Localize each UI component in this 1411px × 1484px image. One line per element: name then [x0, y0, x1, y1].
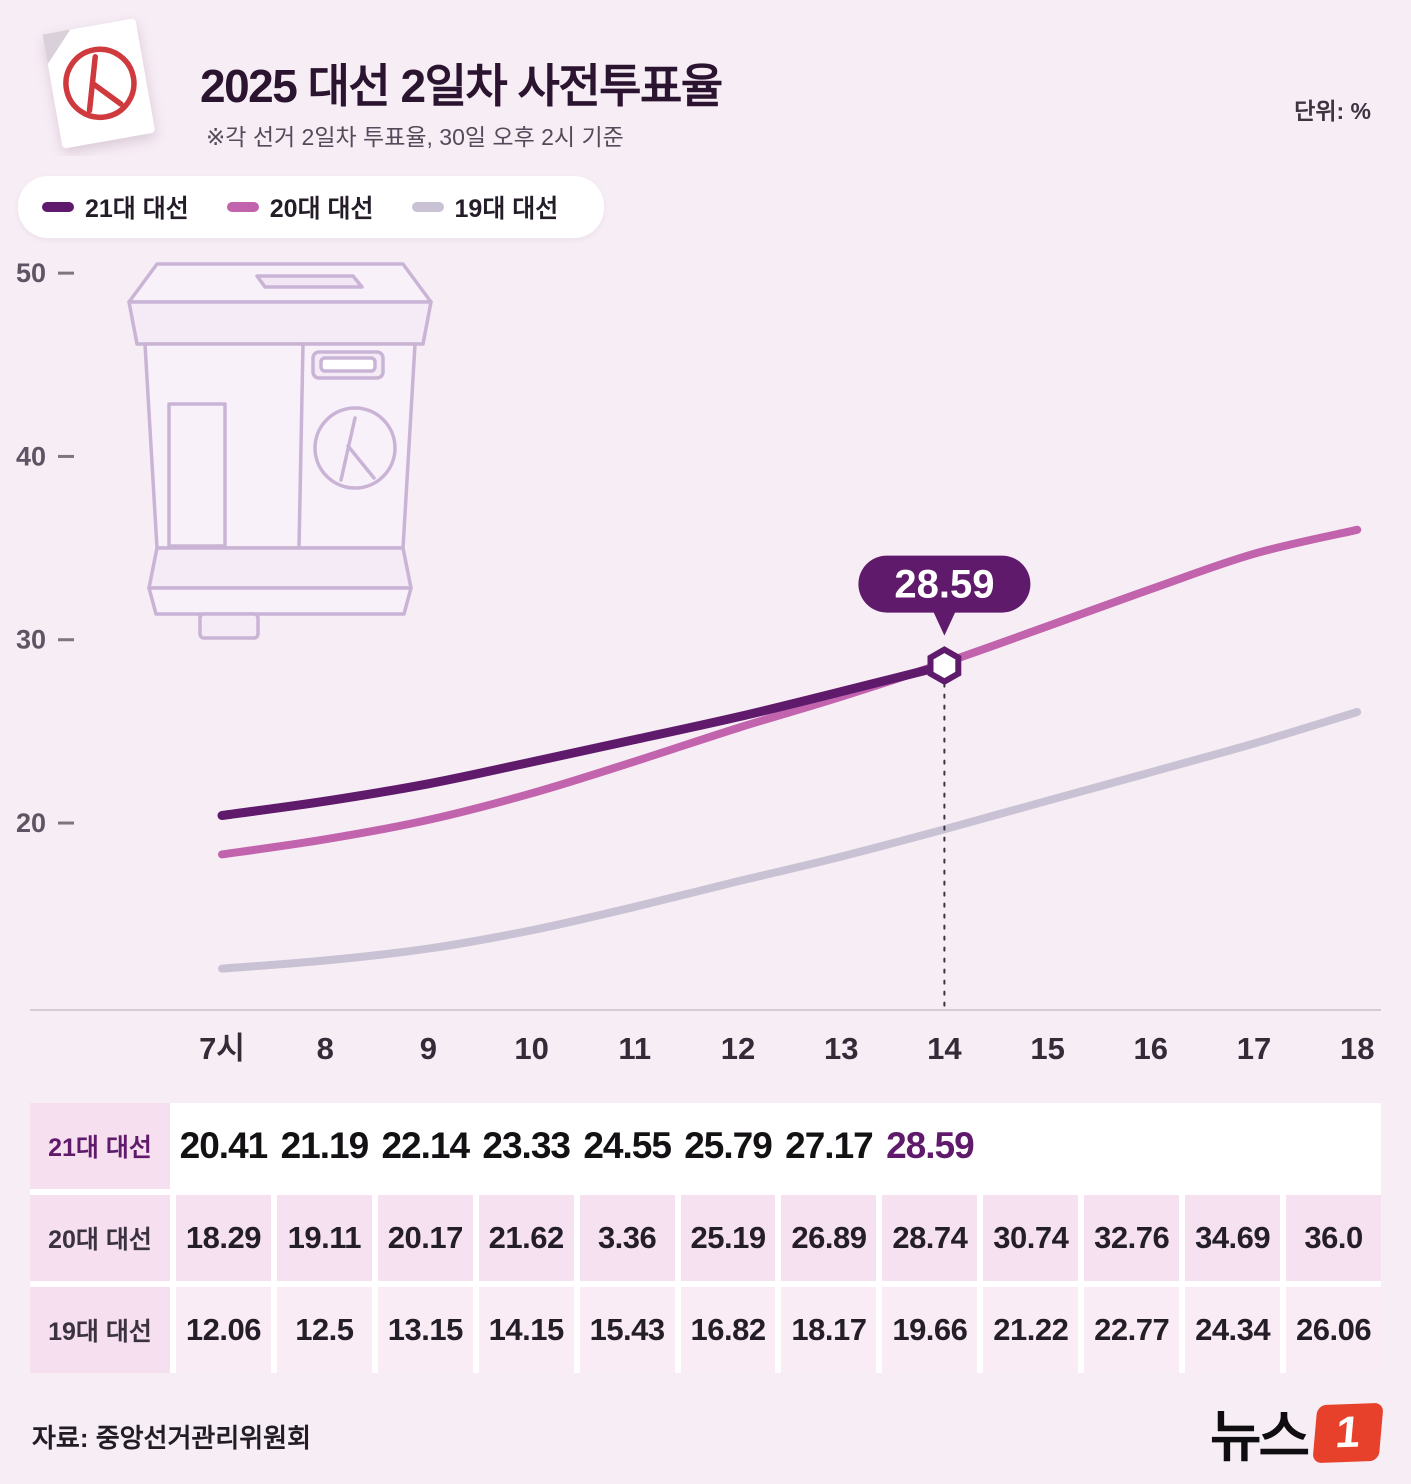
- table-cell: 24.55: [579, 1103, 675, 1189]
- legend-item-label: 21대 대선: [85, 195, 189, 223]
- data-table: 21대 대선 20.41 21.19 22.14 23.33 24.55 25.79 27.1…: [30, 1103, 1381, 1373]
- news1-logo-badge: 1: [1312, 1402, 1384, 1463]
- table-cell: 28.74: [882, 1195, 978, 1281]
- series-line-3: [218, 708, 1362, 973]
- x-axis-label: 7시: [199, 1031, 245, 1066]
- table-cell: 14.15: [478, 1287, 574, 1373]
- table-cell: 26.89: [781, 1195, 877, 1281]
- legend-swatch-icon: [226, 202, 259, 212]
- annotation-bubble: [858, 555, 1031, 613]
- x-axis-label: 14: [927, 1031, 962, 1066]
- table-cell: 22.14: [377, 1103, 473, 1189]
- table-row-label: 21대 대선: [30, 1103, 170, 1189]
- news1-logo-badge-number: 1: [1333, 1407, 1363, 1457]
- table-cell: 24.34: [1185, 1287, 1281, 1373]
- table-cell: 15.43: [579, 1287, 675, 1373]
- annotation-label: 28.59: [894, 563, 994, 607]
- x-axis-label: 13: [824, 1031, 858, 1066]
- y-axis-label: 50: [16, 258, 46, 288]
- table-cell: [1286, 1103, 1381, 1189]
- table-cell: 25.79: [680, 1103, 776, 1189]
- table-cell: 27.17: [781, 1103, 877, 1189]
- table-cell: 3.36: [579, 1195, 675, 1281]
- table-row-label: 20대 대선: [30, 1195, 170, 1281]
- series-line-1: [217, 661, 949, 820]
- table-cell: 28.59: [882, 1103, 978, 1189]
- source-label: 자료: 중앙선거관리위원회: [32, 1423, 312, 1453]
- table-cell: 12.5: [276, 1287, 372, 1373]
- x-axis-label: 15: [1030, 1031, 1064, 1066]
- table-cell: 30.74: [983, 1195, 1079, 1281]
- legend-item: 20대 대선: [226, 189, 374, 225]
- news1-logo-text: 뉴스: [1209, 1405, 1310, 1468]
- news1-logo: 뉴스 1: [1209, 1392, 1384, 1473]
- y-axis-label: 20: [16, 808, 46, 838]
- table-cell: 18.29: [176, 1195, 271, 1281]
- table-cell: 16.82: [680, 1287, 776, 1373]
- y-axis-label: 40: [16, 441, 46, 471]
- legend-item: 21대 대선: [42, 189, 189, 225]
- table-cell: 18.17: [781, 1287, 877, 1373]
- x-axis-label: 8: [317, 1031, 334, 1066]
- table-cell: 13.15: [377, 1287, 473, 1373]
- x-axis-label: 11: [618, 1031, 651, 1066]
- chart-legend: 21대 대선 20대 대선 19대 대선: [18, 176, 605, 238]
- page-title: 2025 대선 2일차 사전투표율: [200, 60, 723, 112]
- table-cell: 23.33: [478, 1103, 574, 1189]
- table-cell: 19.66: [882, 1287, 978, 1373]
- page-subtitle: ※각 선거 2일차 투표율, 30일 오후 2시 기준: [206, 124, 624, 150]
- ballot-stamp-icon: [34, 14, 166, 156]
- x-axis-label: 10: [514, 1031, 548, 1066]
- table-cell: 22.77: [1084, 1287, 1180, 1373]
- table-cell: [983, 1103, 1079, 1189]
- y-axis-label: 30: [16, 625, 46, 655]
- legend-swatch-icon: [411, 202, 444, 212]
- table-cell: 20.41: [176, 1103, 271, 1189]
- legend-item: 19대 대선: [411, 189, 559, 225]
- legend-swatch-icon: [42, 202, 74, 212]
- table-row-label: 19대 대선: [30, 1287, 170, 1373]
- legend-item-label: 20대 대선: [269, 195, 374, 223]
- x-axis-label: 12: [721, 1031, 755, 1066]
- x-axis-label: 17: [1237, 1031, 1271, 1066]
- x-axis-label: 9: [420, 1031, 437, 1066]
- table-cell: 21.62: [478, 1195, 574, 1281]
- table-cell: 12.06: [176, 1287, 271, 1373]
- hexagon-marker-icon: [927, 646, 962, 686]
- legend-item-label: 19대 대선: [454, 195, 559, 223]
- table-cell: 21.22: [983, 1287, 1079, 1373]
- table-cell: 36.0: [1286, 1195, 1381, 1281]
- table-cell: 34.69: [1185, 1195, 1281, 1281]
- table-cell: [1084, 1103, 1180, 1189]
- table-cell: 25.19: [680, 1195, 776, 1281]
- unit-label: 단위: %: [1294, 98, 1371, 124]
- x-axis-label: 18: [1340, 1031, 1374, 1066]
- table-cell: 32.76: [1084, 1195, 1180, 1281]
- table-cell: 26.06: [1286, 1287, 1381, 1373]
- table-cell: [1185, 1103, 1281, 1189]
- table-cell: 19.11: [276, 1195, 372, 1281]
- x-axis-label: 16: [1134, 1031, 1168, 1066]
- table-cell: 20.17: [377, 1195, 473, 1281]
- table-cell: 21.19: [276, 1103, 372, 1189]
- ballot-box-illustration: [105, 252, 455, 672]
- annotation-pointer: [932, 609, 957, 636]
